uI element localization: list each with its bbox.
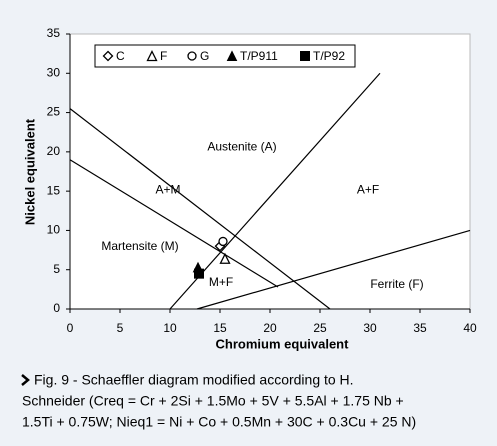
caption-line: 1.5Ti + 0.75W; Nieq1 = Ni + Co + 0.5Mn +… [22, 414, 416, 430]
legend-label: G [200, 49, 209, 63]
y-tick-label: 35 [47, 26, 61, 40]
boundary-line [196, 229, 471, 310]
region-label: Ferrite (F) [370, 277, 423, 291]
plot-area [69, 33, 471, 310]
y-tick-label: 5 [53, 262, 60, 276]
legend-box [94, 44, 356, 68]
caption-line: Schneider (Creq = Cr + 2Si + 1.5Mo + 5V … [22, 393, 404, 409]
legend-label: T/P911 [240, 49, 278, 63]
marker [219, 252, 231, 264]
legend-marker [102, 50, 114, 62]
region-label: A+F [357, 183, 379, 197]
x-tick-label: 25 [313, 321, 327, 335]
legend-marker [300, 51, 310, 61]
y-tick-label: 30 [47, 65, 61, 79]
region-label: Austenite (A) [207, 139, 276, 153]
x-tick-label: 10 [163, 321, 177, 335]
x-tick-label: 5 [117, 321, 124, 335]
legend-label: C [116, 49, 125, 63]
legend-marker [146, 50, 158, 62]
x-tick-label: 15 [213, 321, 227, 335]
x-tick-label: 30 [363, 321, 377, 335]
x-tick-label: 20 [263, 321, 277, 335]
legend-label: T/P92 [313, 49, 345, 63]
caption-icon [21, 374, 30, 386]
marker [194, 268, 204, 279]
boundary-line [169, 72, 381, 310]
y-axis-title: Nickel equivalent [22, 118, 37, 225]
region-label: M+F [209, 275, 233, 289]
legend-marker [187, 51, 197, 61]
y-tick-label: 0 [53, 301, 60, 315]
marker [218, 236, 228, 247]
legend-marker [226, 50, 238, 61]
x-tick-label: 0 [67, 321, 74, 335]
y-tick-label: 25 [47, 105, 61, 119]
region-label: A+M [155, 183, 180, 197]
x-axis-title: Chromium equivalent [216, 336, 350, 351]
x-tick-label: 40 [463, 321, 477, 335]
y-tick-label: 15 [47, 183, 61, 197]
x-tick-label: 35 [413, 321, 427, 335]
y-tick-label: 20 [47, 144, 61, 158]
boundary-line [69, 159, 279, 288]
caption-line: Fig. 9 - Schaeffler diagram modified acc… [34, 372, 354, 388]
y-tick-label: 10 [47, 223, 61, 237]
boundary-line [69, 108, 331, 310]
legend-label: F [160, 49, 167, 63]
region-label: Martensite (M) [101, 239, 178, 253]
